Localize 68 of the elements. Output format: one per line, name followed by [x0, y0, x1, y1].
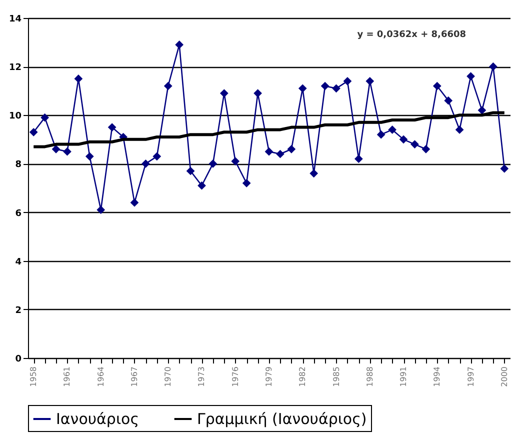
point [388, 126, 396, 134]
point [422, 144, 430, 154]
point [264, 147, 274, 156]
x-tick-label: 1991 [399, 366, 408, 387]
point [455, 126, 464, 134]
y-tick-label: 12 [8, 63, 22, 74]
legend-label: Ιανουάριος [56, 410, 140, 428]
point [74, 74, 83, 83]
point [410, 140, 419, 148]
point [489, 62, 498, 71]
point [63, 147, 72, 156]
point [432, 82, 442, 90]
annotation: y = 0,0362x + 8,6608 [357, 30, 466, 40]
x-tick-label: 1985 [332, 366, 341, 387]
point [478, 106, 486, 114]
point [310, 169, 318, 178]
point [220, 89, 228, 98]
y-tick-label: 10 [8, 112, 22, 122]
y-tick-label: 4 [15, 257, 22, 268]
x-tick-label: 1967 [130, 366, 139, 387]
x-tick-label: 1964 [96, 366, 106, 387]
point [164, 82, 172, 90]
point [376, 130, 386, 139]
point [130, 198, 139, 207]
x-tick-label: 1994 [432, 366, 442, 387]
point [85, 152, 94, 161]
y-tick-label: 0 [15, 354, 22, 364]
point [242, 178, 251, 188]
point [354, 154, 363, 164]
x-tick-label: 1973 [197, 366, 206, 387]
point [198, 181, 206, 190]
point [231, 157, 240, 166]
point [29, 128, 38, 136]
x-tick-label: 1976 [230, 366, 240, 387]
point [175, 40, 184, 49]
point [320, 82, 330, 90]
y-tick-label: 14 [8, 14, 22, 24]
point [96, 206, 106, 214]
point [500, 164, 509, 173]
legend-label: Γραμμική (Ιανουάριος) [197, 410, 367, 428]
point [332, 84, 340, 93]
point [254, 89, 262, 98]
point [343, 76, 352, 86]
point [444, 96, 453, 105]
point [108, 123, 116, 132]
point [52, 144, 60, 154]
point [40, 113, 49, 122]
y-tick-label: 6 [15, 208, 22, 219]
point [399, 135, 408, 144]
point [298, 84, 307, 93]
point [208, 160, 218, 168]
x-tick-label: 1988 [365, 366, 374, 387]
point [142, 160, 150, 168]
x-tick-label: 1961 [62, 366, 72, 387]
point [366, 76, 374, 86]
point [287, 144, 296, 154]
point [466, 72, 475, 80]
y-tick-label: 8 [15, 160, 22, 170]
x-tick-label: 1982 [298, 366, 308, 387]
y-tick-label: 2 [15, 306, 22, 316]
x-tick-label: 1997 [466, 366, 476, 387]
x-tick-label: 1979 [264, 366, 274, 387]
x-tick-label: 1958 [29, 366, 38, 387]
x-tick-label: 1970 [164, 366, 173, 387]
point [276, 150, 284, 158]
x-tick-label: 2000 [500, 366, 509, 387]
point [152, 152, 162, 161]
point [186, 166, 195, 176]
